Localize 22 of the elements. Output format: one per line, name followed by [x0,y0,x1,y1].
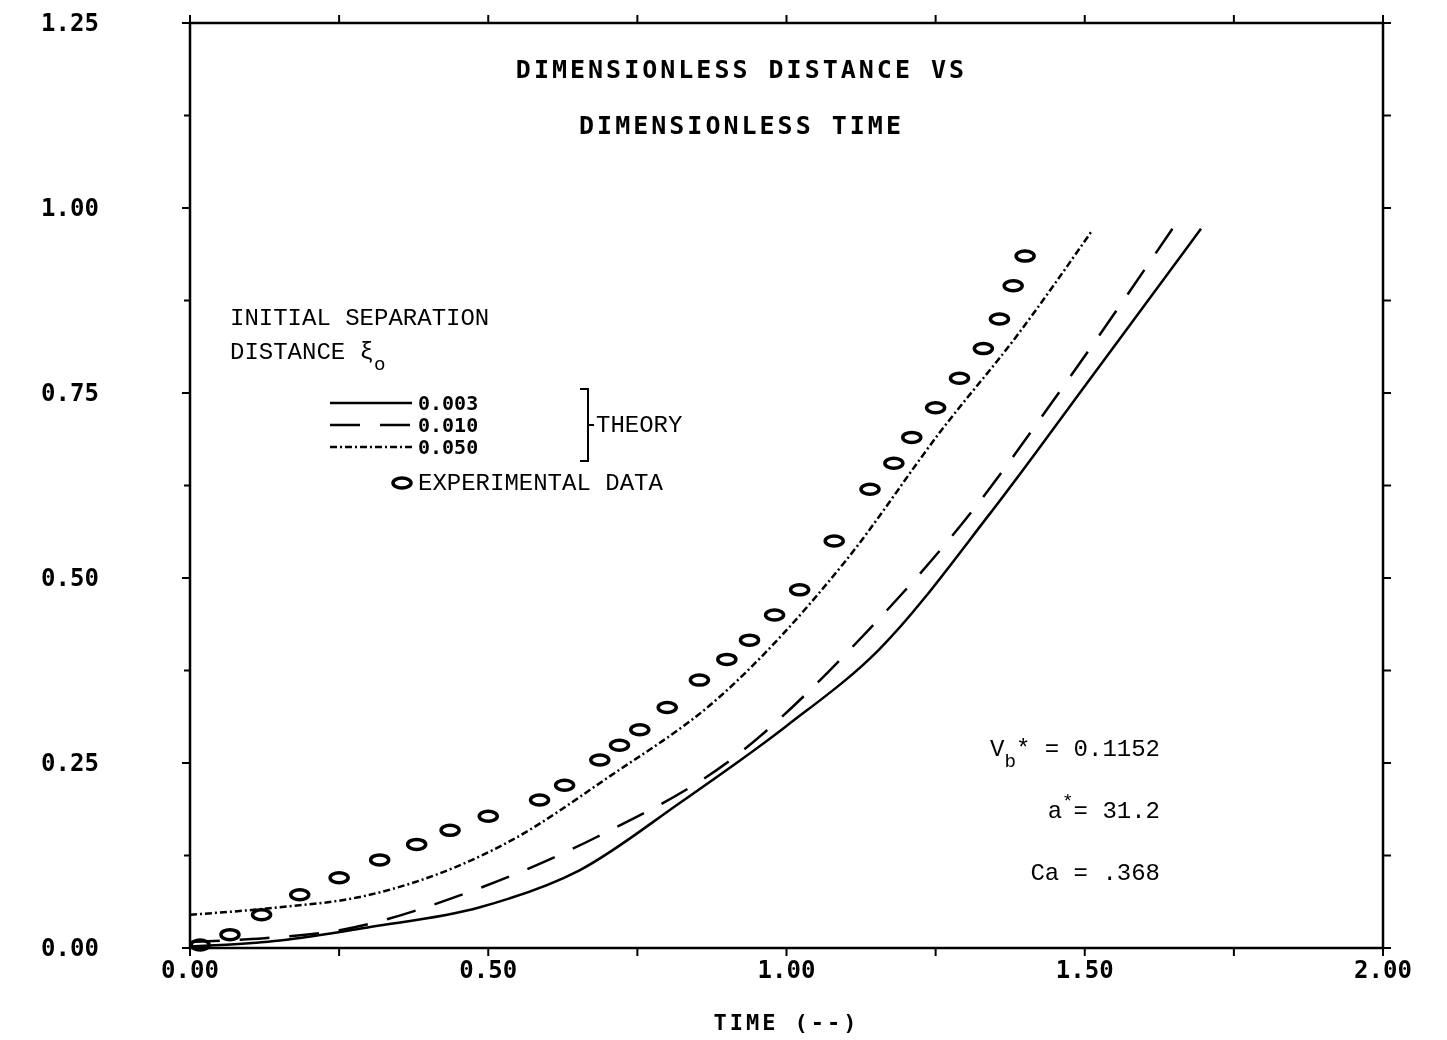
legend-label: 0.010 [418,413,479,437]
y-tick-label: 0.75 [41,379,99,407]
x-tick-label: 1.00 [757,956,816,984]
legend-title: INITIAL SEPARATION DISTANCE ξ$_{o}$ [230,305,490,376]
x-tick-label: 1.50 [1055,956,1114,984]
y-tick-label: 0.00 [41,934,99,962]
y-tick-label: 1.25 [41,9,99,37]
annotation: a$^{*}$= 31.2 [1047,791,1160,825]
y-tick-label: 0.25 [41,749,99,777]
y-tick-label: 1.00 [41,194,99,222]
x-tick-label: 0.50 [459,956,518,984]
y-tick-label: 0.50 [41,564,99,592]
annotation: Ca = .368 [1030,860,1160,887]
annotation: THEORY [596,411,683,439]
legend-label: 0.050 [418,435,479,459]
x-tick-label: 2.00 [1354,956,1412,984]
x-tick-label: 0.00 [161,956,219,984]
x-axis-title: TIME (--) [713,1010,860,1035]
legend-label: EXPERIMENTAL DATA [418,469,664,497]
annotation: V$_{b}$* = 0.1152 [990,736,1160,773]
legend-label: 0.003 [418,391,479,415]
text: DIMENSIONLESS DISTANCE VS DIMENSIONLESS TIME [515,55,968,140]
